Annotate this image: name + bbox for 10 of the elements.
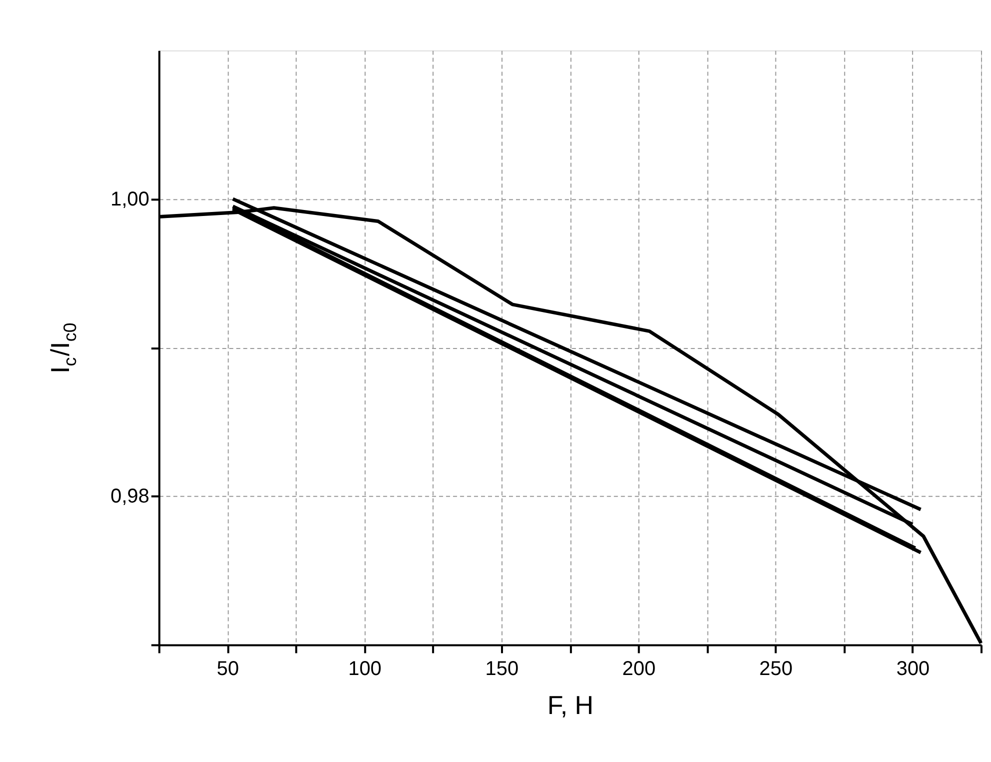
x-tick-label: 100 [348,658,382,680]
x-axis-title: F, H [547,690,594,720]
x-tick-label: 200 [622,658,656,680]
x-tick-label: 50 [216,658,239,680]
x-tick-label: 250 [759,658,793,680]
y-tick-label: 0,98 [110,486,150,508]
x-tick-label: 300 [896,658,930,680]
y-tick-label: 1,00 [110,188,150,210]
x-tick-label: 150 [485,658,519,680]
y-axis-title: Ic/Ic0 [44,322,80,374]
